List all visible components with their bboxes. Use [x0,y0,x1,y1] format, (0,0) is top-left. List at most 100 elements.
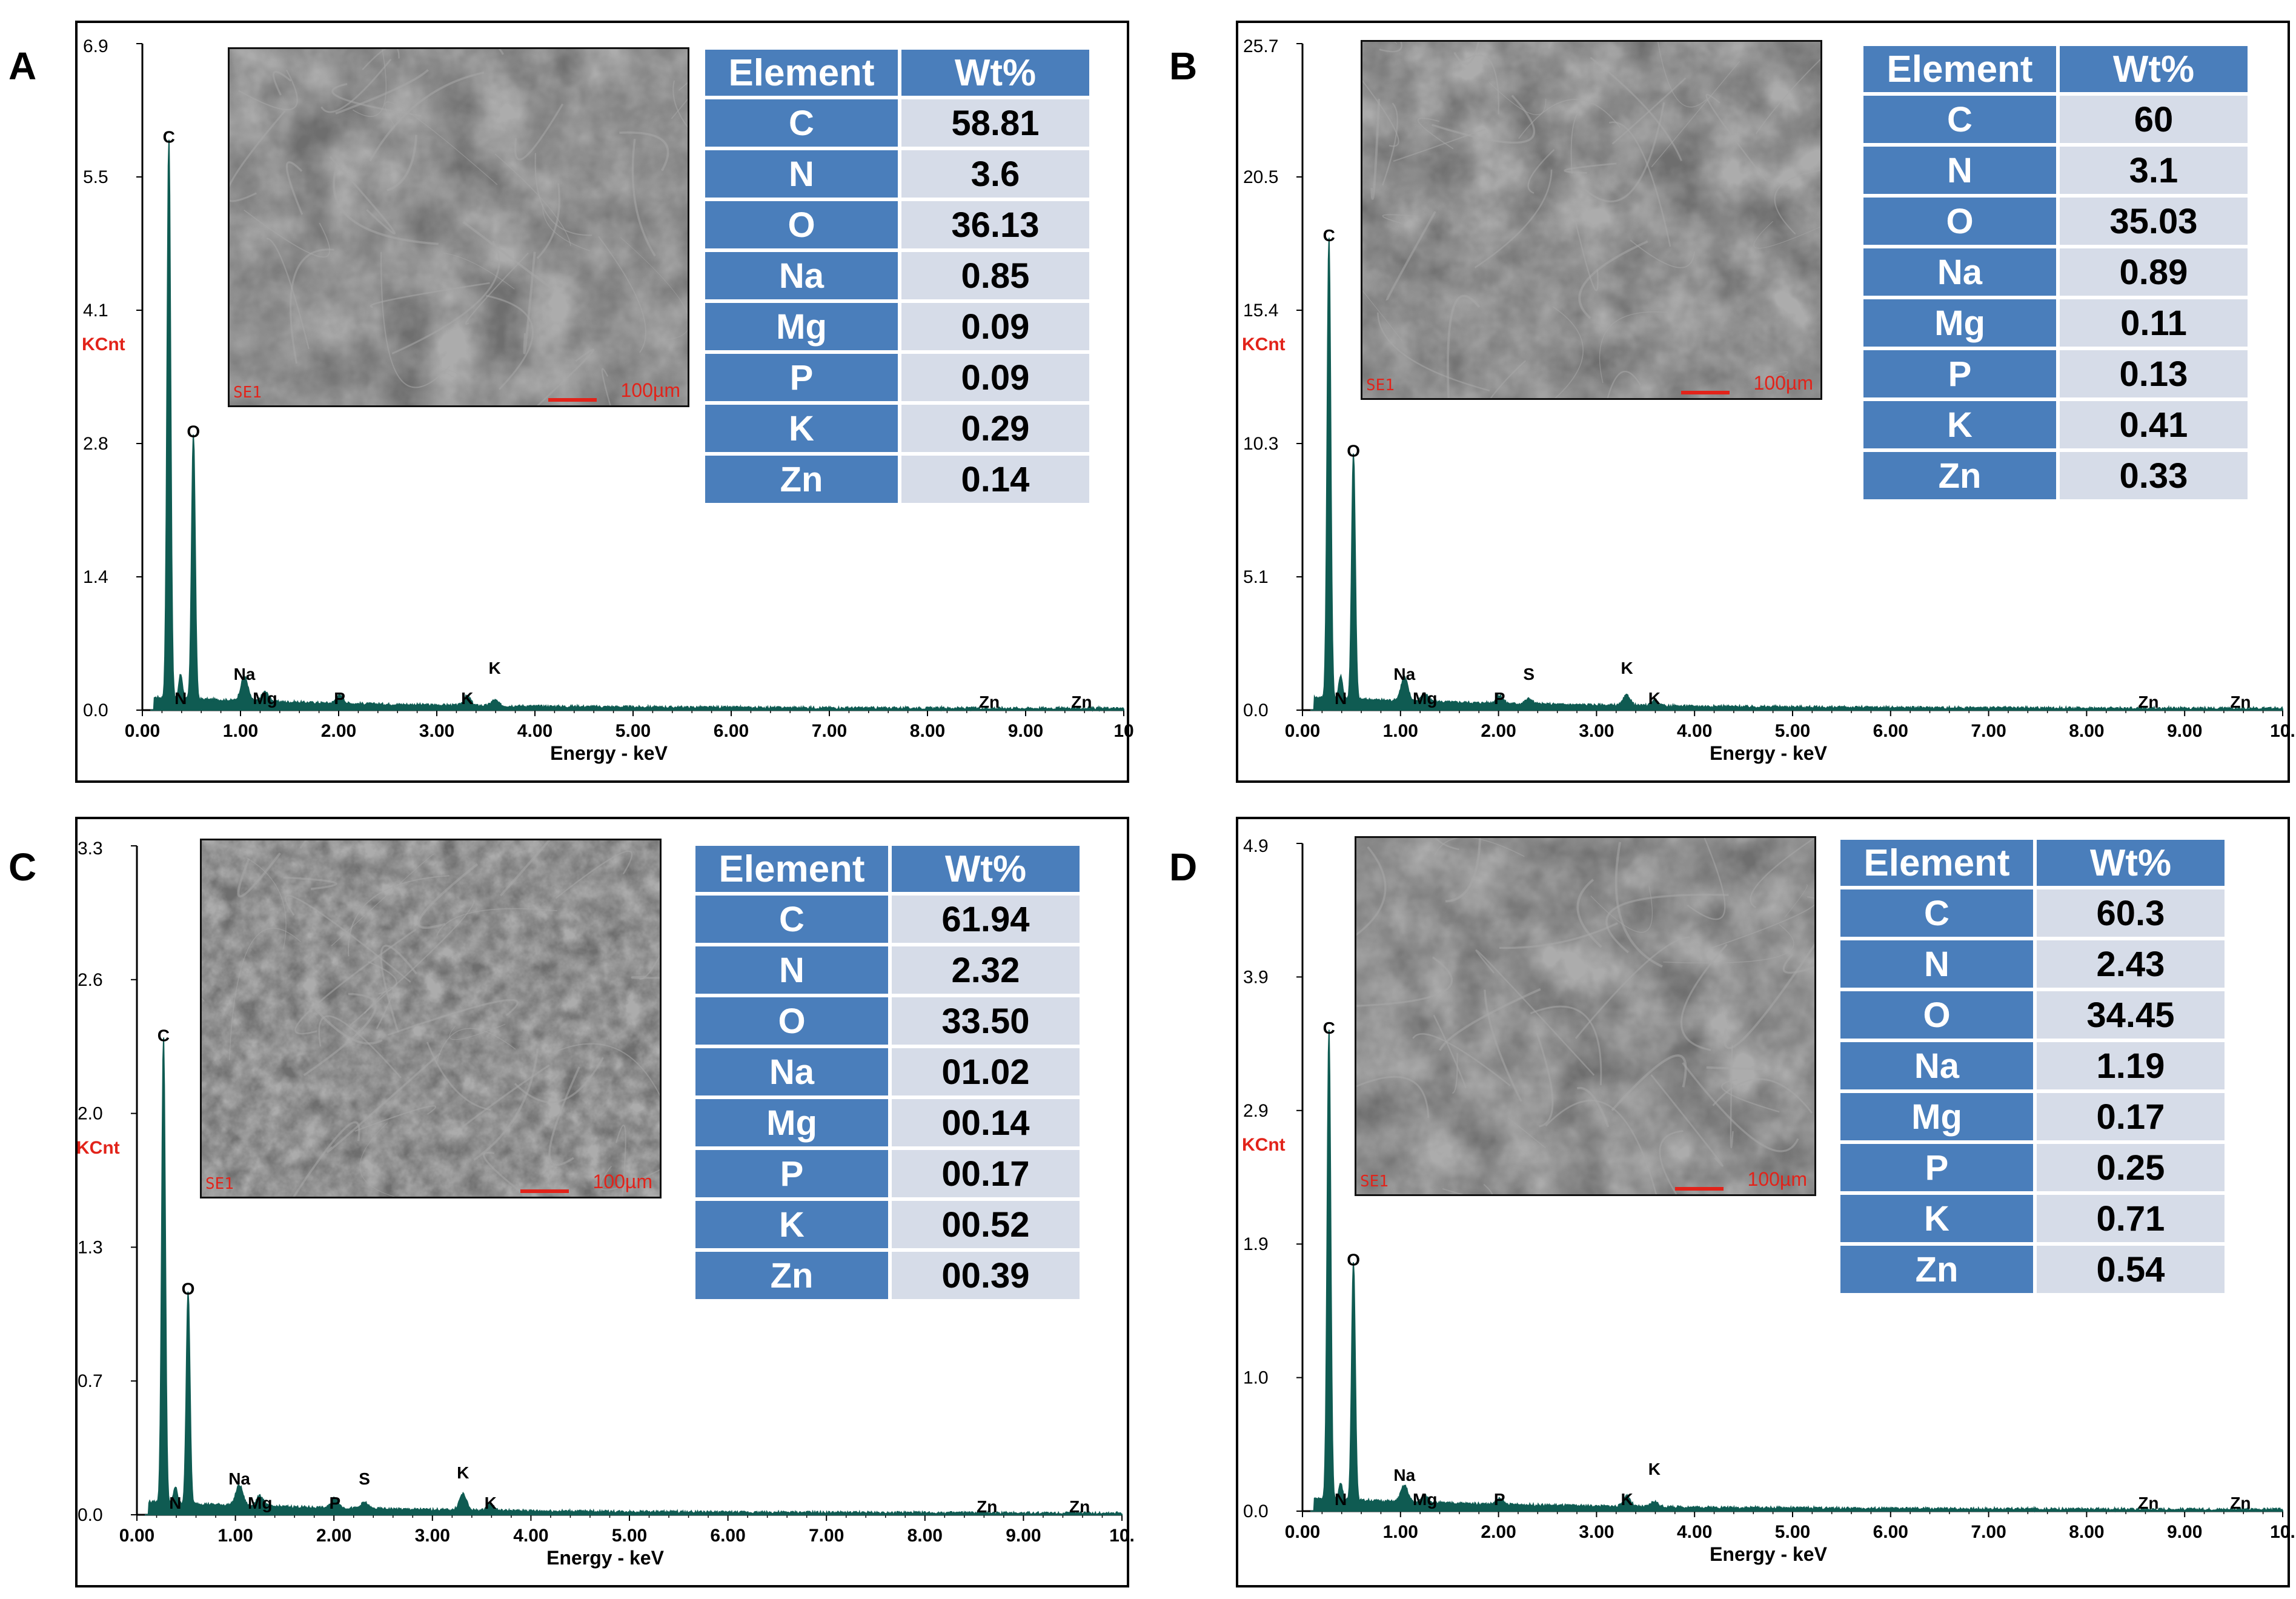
peak-label: P [334,689,345,708]
x-tick-label: 10. [1109,1526,1135,1546]
y-tick-label: 2.6 [78,970,103,990]
element-cell: C [695,896,888,943]
table-row: K 00.52 [695,1201,1080,1248]
x-tick-label: 5.00 [615,721,651,741]
header-element: Element [1863,46,2056,92]
y-tick-label: 3.9 [1243,967,1269,987]
spectrum-chart-a: 0.0 1.4 2.8 4.1 5.5 6.9 KCnt 0.00 1.00 2.00 3.00 4.… [82,36,1134,764]
element-cell: Zn [695,1252,888,1299]
y-tick-label: 3.3 [78,839,103,859]
element-cell: Na [1863,248,2056,296]
sem-detector-label: SE1 [205,1175,234,1193]
x-axis-label: Energy - keV [1710,742,1828,764]
y-tick-label: 1.3 [78,1237,103,1257]
y-tick-label: 5.1 [1243,567,1269,587]
table-row: C 60.3 [1840,889,2225,937]
wt-percent-cell: 0.25 [2037,1144,2225,1191]
sem-scale-label: 100µm [1753,372,1813,394]
wt-percent-cell: 00.52 [892,1201,1080,1248]
element-cell: Mg [705,303,898,350]
x-tick-label: 4.00 [513,1526,548,1546]
x-axis-label: Energy - keV [546,1547,665,1569]
element-cell: Mg [695,1099,888,1146]
x-tick-label: 2.00 [321,721,356,741]
panel-label-c: C [8,845,37,889]
wt-percent-cell: 34.45 [2037,991,2225,1039]
element-cell: N [1840,940,2033,988]
x-tick-label: 10. [2270,1522,2295,1542]
sem-micrograph-d: SE1 100µm [1355,836,1816,1196]
x-tick-label: 9.00 [1008,721,1043,741]
sem-scale-label: 100µm [620,379,680,401]
x-tick-label: 0.00 [1285,1522,1320,1542]
peak-label: N [174,689,187,708]
wt-percent-cell: 00.39 [892,1252,1080,1299]
x-tick-label: 7.00 [1971,1522,2006,1542]
x-tick-label: 3.00 [1579,1522,1614,1542]
peak-label: Na [234,665,256,683]
table-row: Na 0.89 [1863,248,2248,296]
wt-percent-cell: 36.13 [901,201,1089,248]
y-tick-label: 1.0 [1243,1368,1269,1388]
element-cell: N [695,946,888,994]
panel-label-a: A [8,44,37,88]
element-cell: Zn [705,456,898,503]
x-tick-label: 6.00 [714,721,749,741]
x-tick-label: 1.00 [217,1526,253,1546]
table-row: Na 01.02 [695,1048,1080,1095]
x-tick-label: 4.00 [517,721,552,741]
peak-label: O [1347,441,1360,460]
element-cell: Mg [1863,299,2056,347]
table-row: Zn 0.14 [705,456,1089,503]
element-cell: C [1840,889,2033,937]
wt-percent-cell: 3.1 [2060,147,2248,194]
x-tick-label: 6.00 [710,1526,745,1546]
y-tick-label: 6.9 [83,36,108,56]
element-cell: Na [695,1048,888,1095]
x-axis-label: Energy - keV [1710,1543,1828,1565]
sem-scale-bar [520,1189,569,1193]
x-tick-label: 3.00 [1579,721,1614,741]
y-tick-label: 0.7 [78,1371,103,1391]
sem-micrograph-b: SE1 100µm [1361,40,1822,400]
table-row: O 36.13 [705,201,1089,248]
peak-label: Zn [2138,693,2158,711]
element-cell: Na [1840,1042,2033,1089]
sem-micrograph-a: SE1 100µm [228,47,689,407]
sem-texture [202,840,660,1197]
peak-label: Mg [248,1494,272,1512]
element-cell: Mg [1840,1093,2033,1140]
table-row: Mg 0.09 [705,303,1089,350]
element-cell: O [1863,198,2056,245]
wt-percent-cell: 2.43 [2037,940,2225,988]
x-tick-label: 7.00 [1971,721,2006,741]
sem-detector-label: SE1 [1360,1172,1389,1191]
peak-label: O [1347,1250,1360,1269]
element-cell: N [1863,147,2056,194]
wt-percent-cell: 0.41 [2060,401,2248,448]
wt-percent-cell: 0.54 [2037,1246,2225,1293]
peak-label: K [457,1463,469,1482]
x-tick-label: 7.00 [809,1526,844,1546]
header-element: Element [1840,840,2033,886]
y-tick-label: 0.0 [78,1505,103,1525]
spectrum-chart-d: 0.0 1.0 1.9 2.9 3.9 4.9 KCnt 0.00 1.00 2.00 3.00 4.… [1242,836,2295,1565]
x-tick-label: 2.00 [1481,721,1516,741]
peak-label: K [1648,689,1661,708]
table-row: C 61.94 [695,896,1080,943]
peak-label: C [1323,226,1335,245]
table-row: N 2.32 [695,946,1080,994]
peak-label: O [187,422,200,441]
spectrum-chart-c: 0.0 0.7 1.3 2.0 2.6 3.3 KCnt 0.00 1.00 2.00 3.00 4.… [76,839,1135,1569]
table-row: P 00.17 [695,1150,1080,1197]
y-tick-label: 2.9 [1243,1101,1269,1121]
y-tick-label: 0.0 [1243,1501,1269,1521]
table-row: P 0.25 [1840,1144,2225,1191]
panel-label-b: B [1169,44,1198,88]
wt-percent-cell: 0.09 [901,303,1089,350]
y-axis-label: KCnt [1242,1135,1286,1155]
header-wt-percent: Wt% [2037,840,2225,886]
element-cell: Zn [1840,1246,2033,1293]
y-tick-label: 5.5 [83,167,108,187]
